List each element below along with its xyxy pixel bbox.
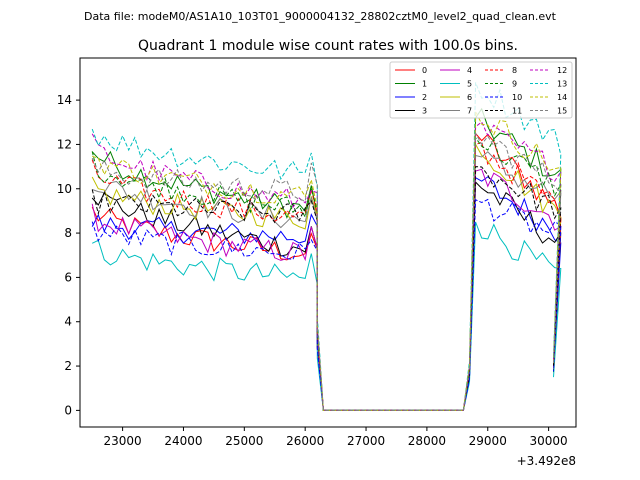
x-tick-label: 27000 — [347, 434, 385, 448]
series-line-2 — [91, 176, 562, 411]
y-tick-label: 8 — [64, 226, 72, 240]
series-line-15 — [91, 131, 562, 411]
series-line-8 — [91, 141, 562, 411]
y-tick-label: 4 — [64, 315, 72, 329]
y-tick-label: 2 — [64, 359, 72, 373]
series-line-11 — [91, 166, 562, 411]
y-axis-ticks: 0 2 4 6 8 10 12 14 — [57, 93, 80, 417]
chart-title: Quadrant 1 module wise count rates with … — [138, 38, 518, 54]
y-tick-label: 6 — [64, 270, 72, 284]
series-line-14 — [92, 110, 562, 411]
y-tick-label: 12 — [57, 137, 72, 151]
x-axis-ticks: 23000 24000 25000 26000 27000 28000 29000 30000 — [104, 427, 568, 448]
series-line-12 — [91, 121, 562, 411]
x-tick-label: 26000 — [286, 434, 324, 448]
series-line-5 — [91, 221, 562, 411]
x-tick-label: 28000 — [408, 434, 446, 448]
legend-label: 13 — [557, 80, 567, 89]
figure-suptitle: Data file: modeM0/AS1A10_103T01_90000041… — [84, 10, 557, 23]
y-tick-label: 0 — [64, 403, 72, 417]
series-line-13 — [91, 82, 562, 411]
legend-label: 9 — [512, 80, 517, 89]
y-tick-label: 10 — [57, 182, 72, 196]
y-tick-label: 14 — [57, 93, 72, 107]
legend-label: 12 — [557, 66, 567, 75]
legend-label: 4 — [467, 66, 472, 75]
series-line-9 — [91, 136, 562, 411]
legend-label: 0 — [422, 66, 427, 75]
legend-label: 7 — [467, 107, 472, 116]
legend-label: 11 — [512, 107, 522, 116]
x-tick-label: 29000 — [469, 434, 507, 448]
legend-label: 6 — [467, 93, 472, 102]
legend-label: 2 — [422, 93, 427, 102]
series-line-10 — [91, 198, 562, 411]
legend-box — [389, 61, 573, 119]
x-tick-label: 24000 — [164, 434, 202, 448]
axes-frame — [79, 57, 577, 428]
legend-label: 15 — [557, 107, 567, 116]
x-tick-label: 25000 — [225, 434, 263, 448]
legend-label: 8 — [512, 66, 517, 75]
legend-label: 1 — [422, 80, 427, 89]
x-tick-label: 30000 — [530, 434, 568, 448]
series-layer — [91, 82, 562, 411]
series-line-4 — [91, 168, 562, 411]
legend-label: 10 — [512, 93, 522, 102]
legend-label: 5 — [467, 80, 472, 89]
legend-label: 3 — [422, 107, 427, 116]
x-tick-label: 23000 — [104, 434, 142, 448]
x-axis-offset-label: +3.492e8 — [517, 454, 576, 468]
legend-label: 14 — [557, 93, 567, 102]
